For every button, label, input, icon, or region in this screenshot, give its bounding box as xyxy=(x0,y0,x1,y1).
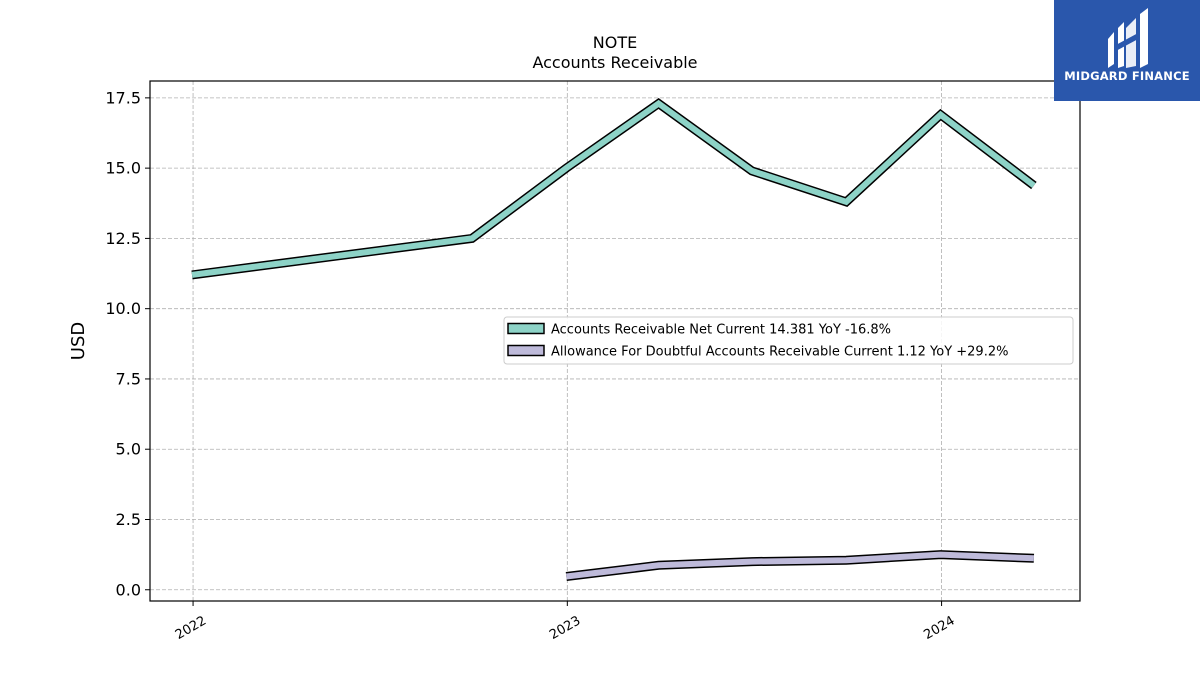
legend: Accounts Receivable Net Current 14.381 Y… xyxy=(503,316,1074,365)
x-axis-ticks: 2022 2023 2024 xyxy=(173,601,958,643)
legend-entry: Allowance For Doubtful Accounts Receivab… xyxy=(551,345,1008,360)
legend-swatch xyxy=(507,344,545,357)
series-line xyxy=(191,99,1036,278)
legend-swatch xyxy=(507,322,545,335)
y-tick-label: 0.0 xyxy=(116,580,141,599)
series-line-outline xyxy=(191,97,1037,280)
x-tick-label: 2024 xyxy=(921,613,957,643)
y-tick-label: 7.5 xyxy=(116,369,141,388)
grid-lines xyxy=(150,81,1080,601)
y-tick-label: 17.5 xyxy=(105,88,141,107)
y-axis-label: USD xyxy=(68,322,89,360)
midgard-finance-logo: MIDGARD FINANCE xyxy=(1054,0,1200,101)
y-axis-ticks: 0.0 2.5 5.0 7.5 10.0 12.5 15.0 17.5 xyxy=(105,88,150,599)
y-tick-label: 15.0 xyxy=(105,159,141,178)
y-tick-label: 12.5 xyxy=(105,229,141,248)
midgard-finance-logo-icon xyxy=(1108,8,1148,68)
series-line xyxy=(565,551,1035,580)
plot-series xyxy=(191,97,1037,581)
y-tick-label: 10.0 xyxy=(105,299,141,318)
legend-entry: Accounts Receivable Net Current 14.381 Y… xyxy=(551,323,891,338)
chart-subtitle: Accounts Receivable xyxy=(532,53,697,72)
y-tick-label: 5.0 xyxy=(116,440,141,459)
logo-text: MIDGARD FINANCE xyxy=(1064,69,1190,83)
x-tick-label: 2022 xyxy=(173,613,209,643)
legend-frame xyxy=(503,316,1074,365)
y-tick-label: 2.5 xyxy=(116,510,141,529)
x-tick-label: 2023 xyxy=(547,613,583,643)
chart-title: NOTE xyxy=(593,33,637,52)
plot-frame xyxy=(149,80,1081,602)
